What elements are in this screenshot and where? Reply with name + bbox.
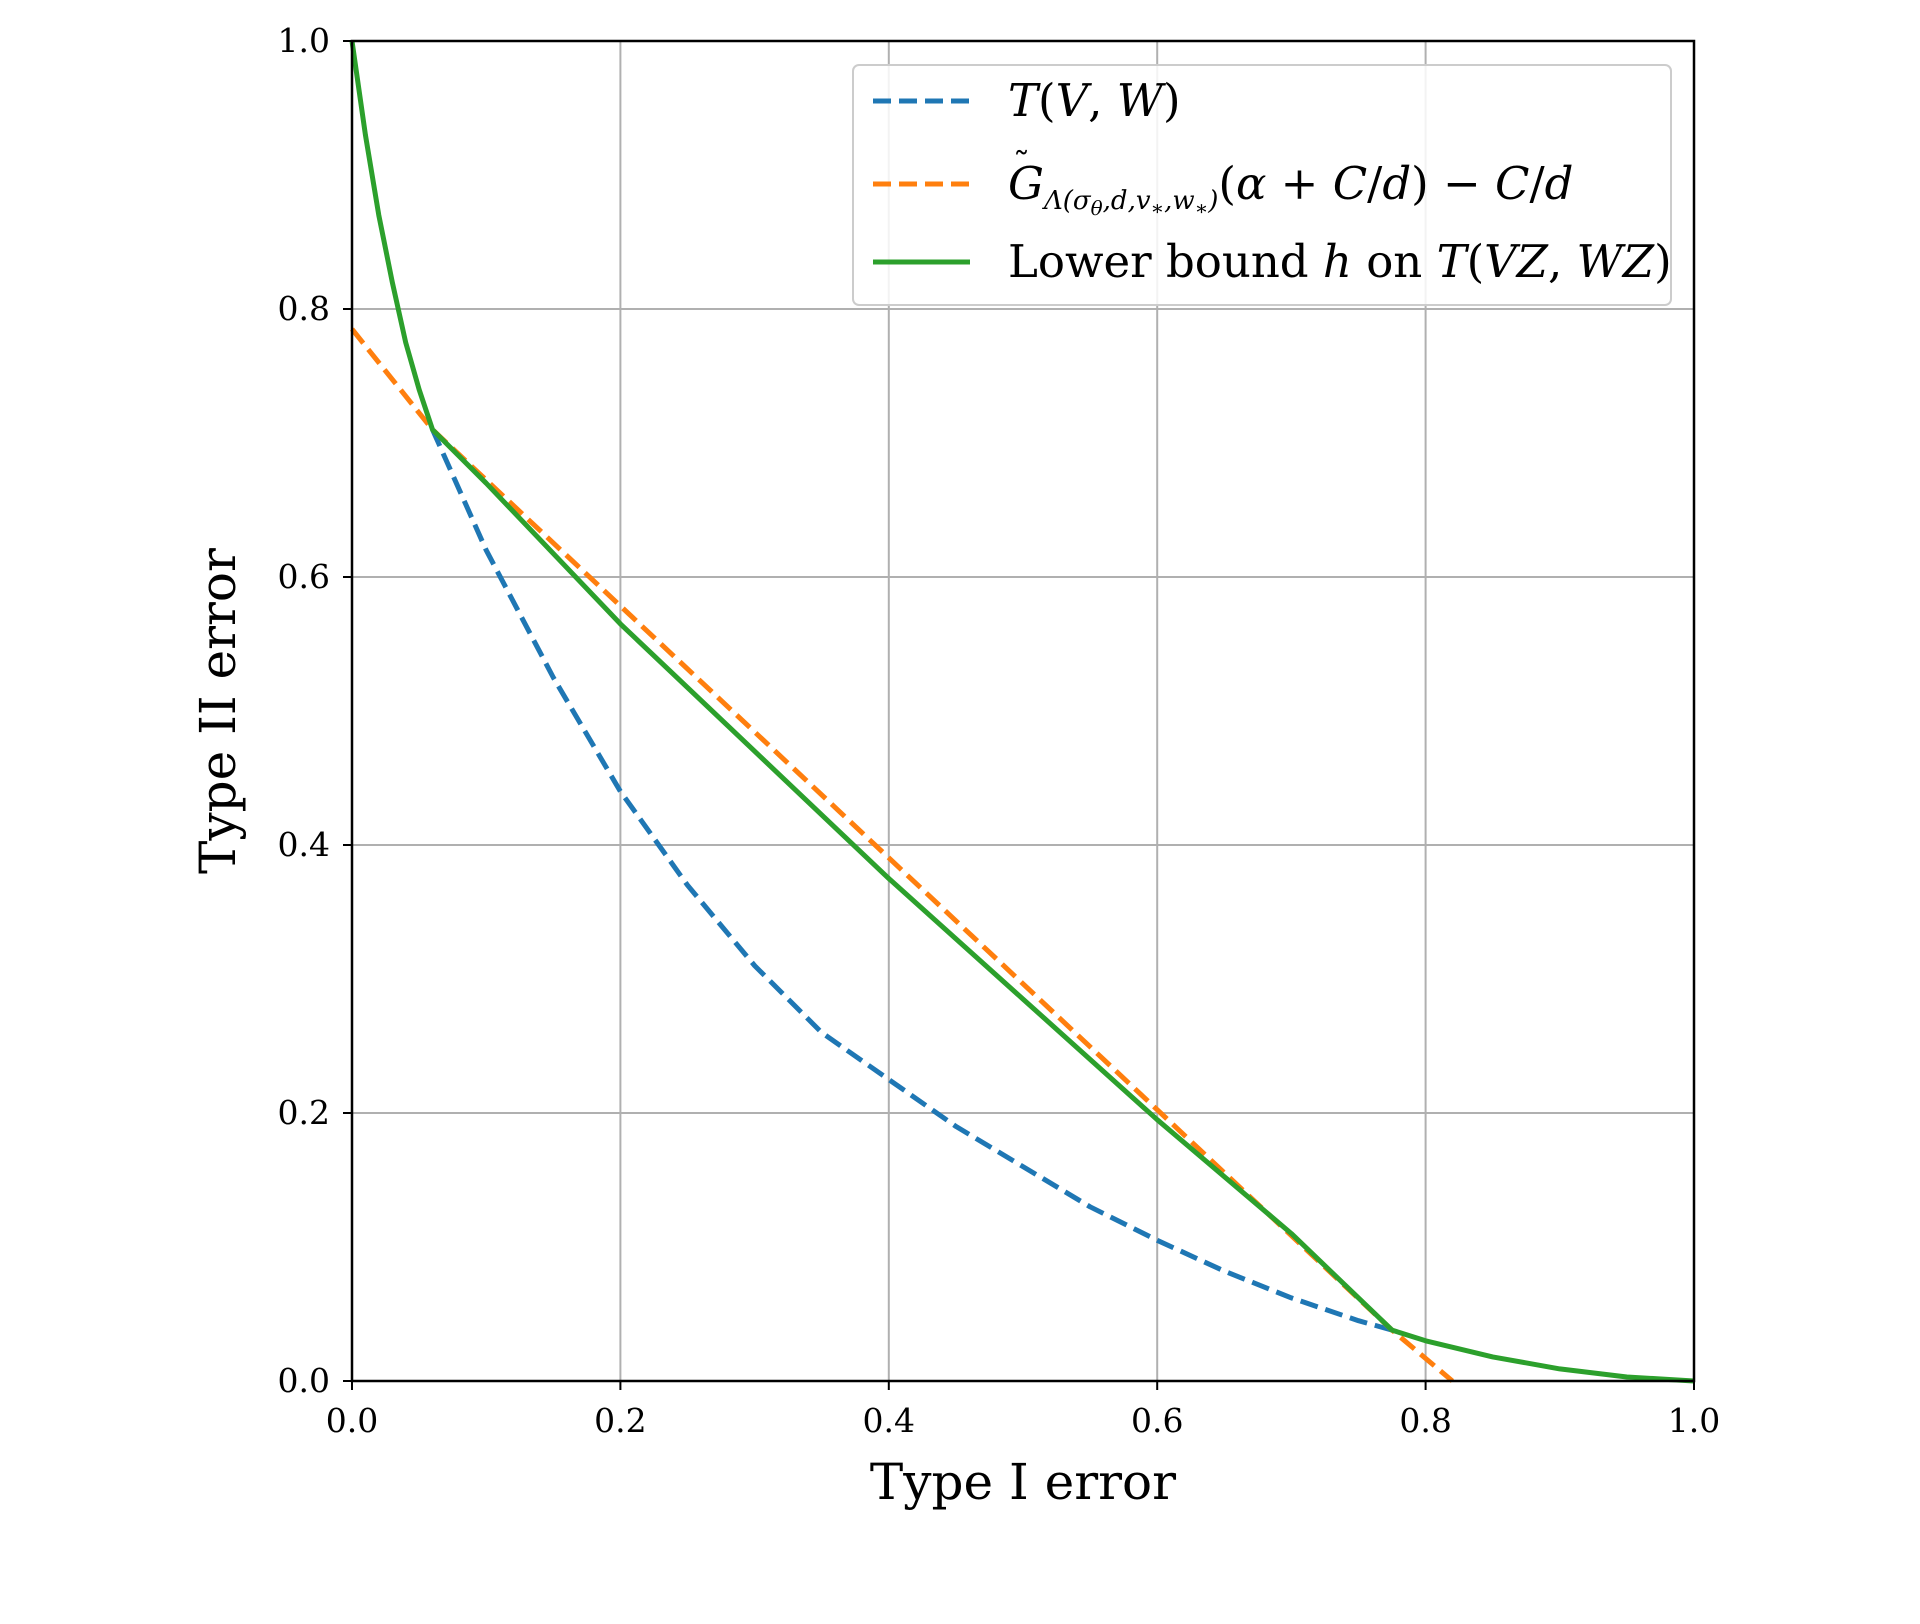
x-tick-label: 0.0 <box>326 1401 378 1440</box>
series-g-tilde-line <box>350 327 1455 1383</box>
series-layer <box>349 40 1695 1384</box>
x-tick-label: 0.6 <box>1131 1401 1183 1440</box>
series-lower-bound-line <box>349 40 1695 1384</box>
y-tick-label: 0.8 <box>278 289 330 328</box>
y-tick-label: 1.0 <box>278 21 330 60</box>
legend-label-lower-bound: Lower bound h on T(VZ, WZ) <box>1008 235 1672 288</box>
y-tick-label: 0.0 <box>278 1361 330 1400</box>
legend-box <box>852 64 1672 306</box>
ticks: 0.0 0.2 0.4 0.6 0.8 1.0 0.0 0.2 0.4 0.6 0.8 1.0 <box>278 21 1721 1440</box>
x-tick-label: 0.2 <box>594 1401 646 1440</box>
y-tick-label: 0.4 <box>278 825 330 864</box>
y-tick-label: 0.2 <box>278 1093 330 1132</box>
legend-label-t-vw: T(V, W) <box>1008 74 1181 127</box>
legend: T(V, W) GΛ(σθ,d,v∗,w∗)(α + C/d) − C/d ˜ … <box>852 64 1672 306</box>
y-axis-label: Type II error <box>189 548 247 874</box>
series-t-vw-line <box>430 428 1393 1333</box>
y-tick-label: 0.6 <box>278 557 330 596</box>
x-tick-label: 0.4 <box>863 1401 915 1440</box>
legend-tilde-mark: ˜ <box>1013 145 1030 185</box>
x-tick-label: 0.8 <box>1399 1401 1451 1440</box>
legend-label-g-tilde: GΛ(σθ,d,v∗,w∗)(α + C/d) − C/d <box>1008 157 1573 220</box>
axes-frame <box>350 39 1696 1383</box>
x-tick-label: 1.0 <box>1668 1401 1720 1440</box>
x-axis-label: Type I error <box>870 1453 1176 1511</box>
